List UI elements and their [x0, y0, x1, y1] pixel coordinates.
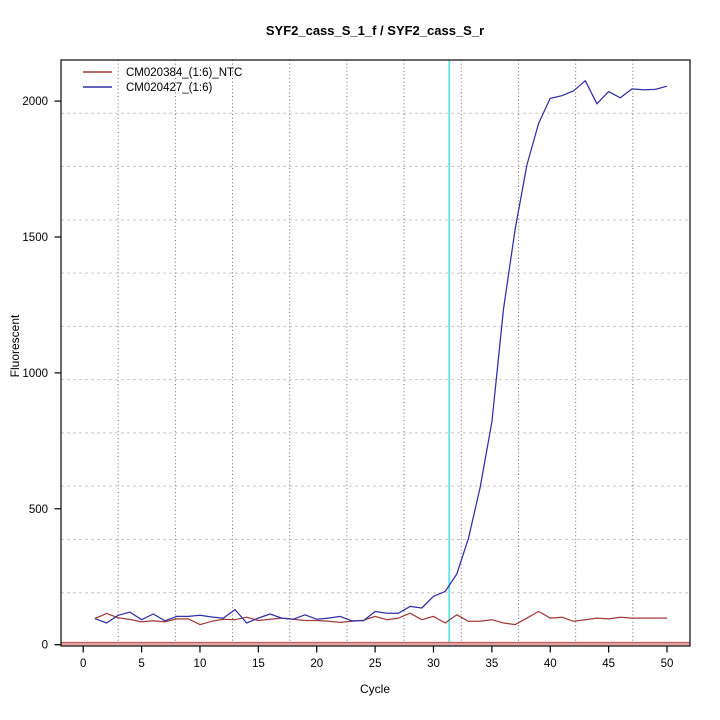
y-axis-tick-label: 500 [29, 504, 48, 516]
x-axis-tick-label: 20 [310, 658, 323, 670]
legend-label: CM020427_(1:6) [126, 82, 212, 94]
y-axis-tick-label: 1000 [22, 368, 48, 380]
x-axis-label: Cycle [360, 682, 390, 696]
x-axis-tick-label: 25 [369, 658, 382, 670]
plot-border [60, 59, 691, 647]
legend-label: CM020384_(1:6)_NTC [126, 67, 242, 79]
x-axis-tick-label: 0 [80, 658, 86, 670]
y-axis-label: Fluorescent [8, 314, 22, 377]
x-axis-tick-label: 30 [427, 658, 440, 670]
x-axis-tick-label: 35 [485, 658, 498, 670]
x-axis-tick-label: 45 [602, 658, 615, 670]
x-axis-tick-label: 50 [661, 658, 674, 670]
sample-series-line [94, 80, 668, 624]
x-axis-tick-label: 40 [544, 658, 557, 670]
y-axis-tick-label: 0 [42, 640, 48, 652]
x-axis-tick-label: 10 [194, 658, 207, 670]
x-axis-tick-label: 15 [252, 658, 265, 670]
y-axis-tick-label: 1500 [22, 232, 48, 244]
chart-title: SYF2_cass_S_1_f / SYF2_cass_S_r [266, 23, 484, 38]
y-axis-tick-label: 2000 [22, 96, 48, 108]
x-axis-tick-label: 5 [138, 658, 144, 670]
ntc-series-line [94, 610, 667, 626]
